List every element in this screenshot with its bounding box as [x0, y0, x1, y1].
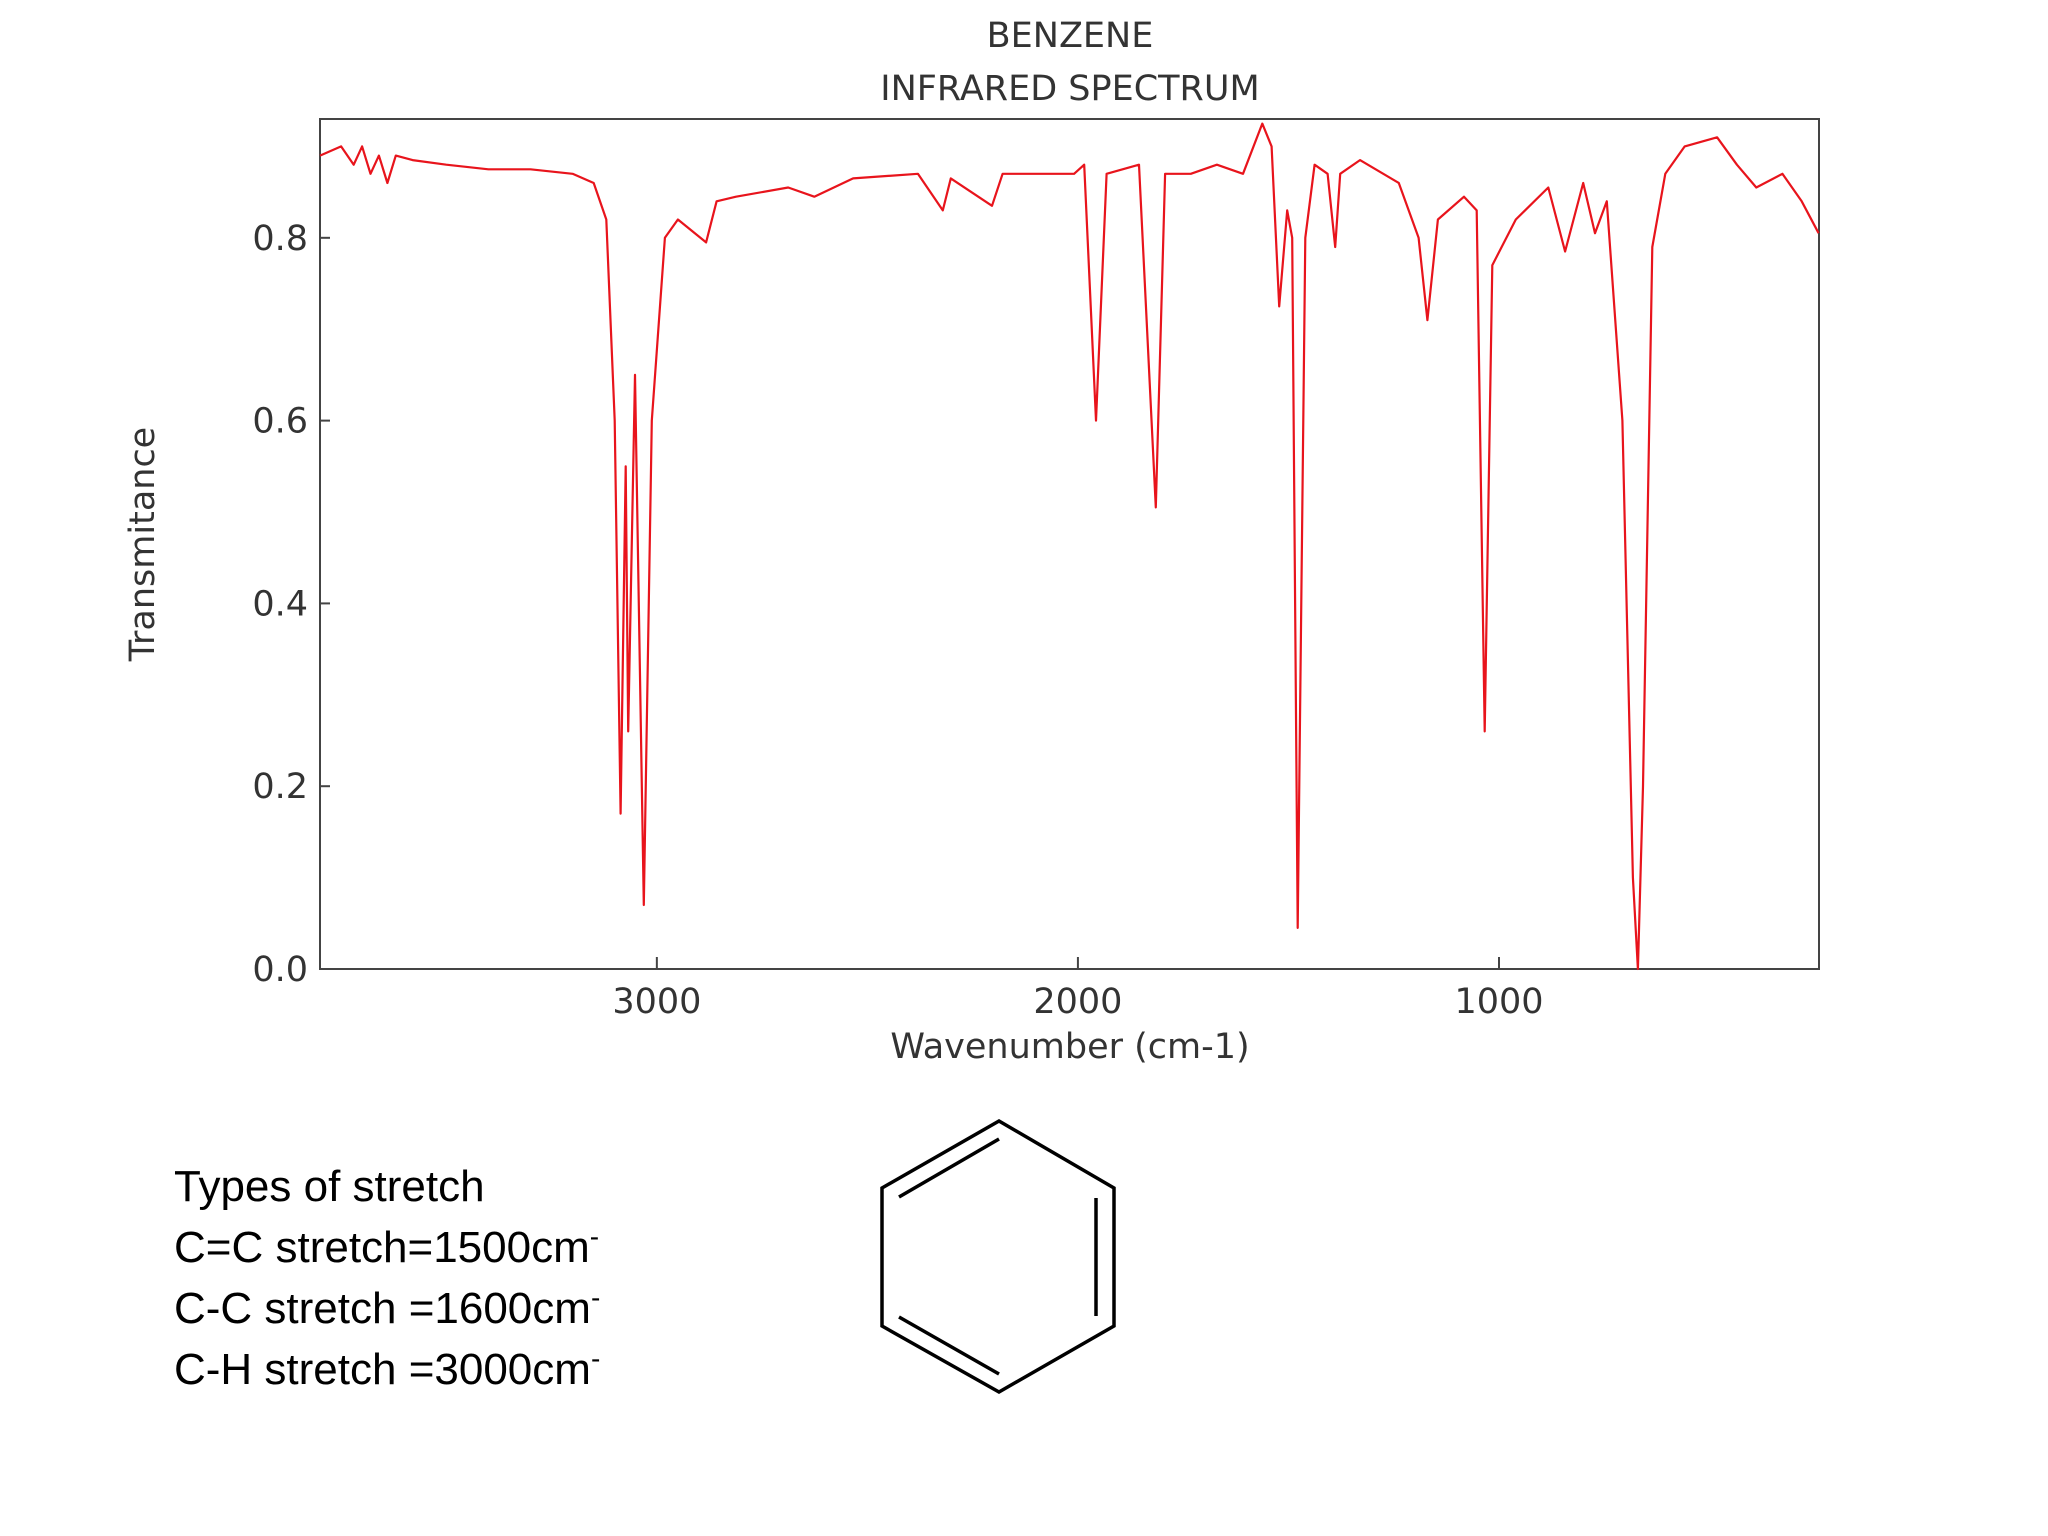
y-tick-label: 0.2	[252, 767, 308, 807]
benzene-structure	[880, 1118, 1116, 1395]
note-superscript: -	[591, 1343, 600, 1374]
note-line: C=C stretch=1500cm-	[174, 1221, 599, 1272]
note-heading: Types of stretch	[174, 1162, 485, 1211]
note-line: C-C stretch =1600cm-	[174, 1282, 600, 1333]
plot-frame	[319, 118, 1820, 970]
x-tick-label: 3000	[612, 982, 701, 1022]
note-line: C-H stretch =3000cm-	[174, 1343, 600, 1394]
note-text: C=C stretch=1500cm	[174, 1223, 590, 1272]
note-superscript: -	[591, 1282, 600, 1313]
y-tick-label: 0.8	[252, 219, 308, 259]
y-tick-label: 0.6	[252, 402, 308, 442]
y-axis-label: Transmitance	[123, 427, 163, 662]
chart-subtitle: INFRARED SPECTRUM	[880, 69, 1259, 109]
double-bond	[898, 1137, 1000, 1199]
note-superscript: -	[590, 1221, 599, 1252]
x-tick-label: 2000	[1033, 982, 1122, 1022]
chart-title: BENZENE	[987, 16, 1154, 56]
spectrum-line	[319, 122, 1820, 971]
note-text: C-H stretch =3000cm	[174, 1345, 591, 1394]
note-text: C-C stretch =1600cm	[174, 1284, 591, 1333]
notes: Types of stretch C=C stretch=1500cm-C-C …	[174, 1162, 600, 1394]
y-tick-label: 0.4	[252, 584, 308, 624]
x-tick-label: 1000	[1454, 982, 1543, 1022]
double-bond	[898, 1315, 1000, 1376]
y-tick-label: 0.0	[252, 950, 308, 990]
x-axis-label: Wavenumber (cm-1)	[890, 1027, 1249, 1067]
benzene-ring	[880, 1118, 1116, 1395]
